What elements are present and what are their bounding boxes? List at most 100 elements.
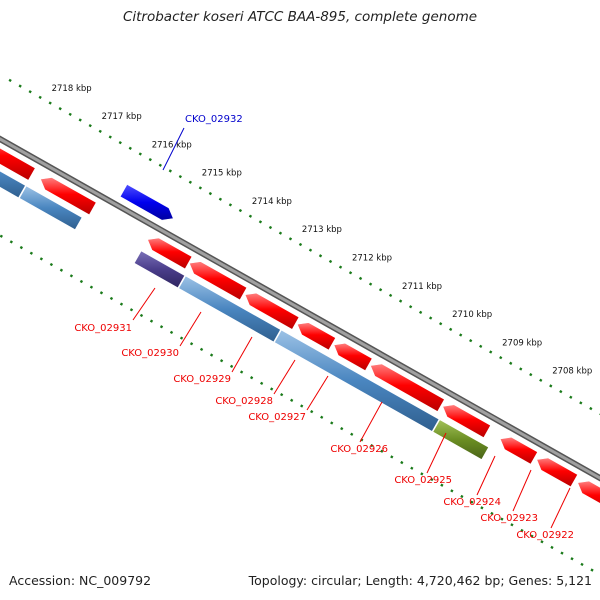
ruler-minor-tick	[128, 146, 132, 150]
cds-blue-feature	[178, 275, 281, 343]
ruler-minor-tick	[178, 174, 182, 179]
ruler-minor-tick	[469, 339, 473, 343]
ruler-minor-tick	[539, 378, 543, 382]
ruler-tick-label: 2711 kbp	[402, 282, 442, 292]
inner-ruler-minor-tick	[179, 336, 184, 340]
inner-ruler-minor-tick	[570, 557, 574, 561]
inner-ruler-minor-tick	[310, 410, 314, 414]
ruler-minor-tick	[138, 152, 142, 156]
ruler-minor-tick	[198, 186, 203, 190]
cds-red-feature	[188, 261, 248, 301]
ruler-tick-label: 2708 kbp	[552, 367, 592, 377]
inner-ruler-minor-tick	[410, 466, 414, 470]
inner-ruler-minor-tick	[59, 268, 64, 272]
ruler-tick-label: 2717 kbp	[102, 112, 142, 122]
gene-label: CKO_02930	[121, 348, 179, 359]
inner-ruler-minor-tick	[109, 296, 114, 301]
accession-label: Accession: NC_009792	[9, 573, 152, 588]
inner-ruler-minor-tick	[99, 291, 104, 295]
ruler-minor-tick	[529, 372, 533, 377]
ruler-minor-tick	[38, 95, 42, 100]
ruler-minor-tick	[338, 265, 343, 269]
cds-red-feature	[147, 237, 193, 270]
cds-red-feature	[370, 363, 445, 412]
cds-red-feature	[333, 342, 373, 372]
inner-ruler-minor-tick	[169, 330, 174, 335]
gene-label: CKO_02923	[480, 513, 538, 524]
ruler-minor-tick	[398, 299, 403, 303]
inner-ruler-minor-tick	[270, 387, 274, 391]
cds-red-feature	[0, 147, 36, 181]
gene-label: CKO_02929	[173, 374, 231, 385]
ruler-minor-tick	[388, 293, 393, 298]
cds-red-feature	[499, 436, 538, 465]
inner-ruler-minor-tick	[239, 370, 244, 374]
gene-label-leader	[426, 432, 447, 474]
gene-label-leader	[512, 469, 532, 512]
ruler-minor-tick	[489, 350, 493, 354]
ruler-minor-tick	[88, 124, 92, 128]
inner-ruler-minor-tick	[580, 562, 584, 567]
inner-ruler-minor-tick	[450, 489, 454, 493]
cds-blue-feature	[18, 185, 83, 231]
inner-ruler-minor-tick	[510, 523, 514, 527]
inner-ruler-minor-tick	[470, 500, 474, 504]
ruler-minor-tick	[18, 84, 22, 88]
inner-ruler-minor-tick	[260, 381, 264, 385]
inner-ruler-minor-tick	[300, 404, 304, 408]
inner-ruler-minor-tick	[280, 393, 284, 397]
ruler-minor-tick	[238, 208, 243, 213]
ruler-minor-tick	[569, 395, 573, 399]
cds-olive-feature	[432, 419, 489, 460]
inner-ruler-minor-tick	[500, 517, 504, 521]
gene-label: CKO_02926	[330, 444, 388, 455]
ruler-minor-tick	[348, 271, 353, 275]
gene-label-leader	[476, 455, 496, 496]
inner-ruler-minor-tick	[9, 240, 13, 244]
ruler-minor-tick	[208, 191, 213, 196]
inner-ruler-minor-tick	[550, 545, 554, 550]
ruler-tick-label: 2712 kbp	[352, 254, 392, 264]
inner-ruler-minor-tick	[159, 325, 164, 329]
ruler-minor-tick	[308, 248, 313, 252]
ruler-minor-tick	[168, 169, 172, 173]
ruler-tick-label: 2710 kbp	[452, 310, 492, 320]
gene-label: CKO_02922	[516, 530, 574, 541]
inner-ruler-minor-tick	[350, 432, 354, 436]
inner-ruler-minor-tick	[129, 308, 134, 312]
inner-ruler-minor-tick	[199, 347, 204, 352]
gene-label: CKO_02925	[394, 475, 452, 486]
inner-ruler-minor-tick	[290, 398, 294, 402]
inner-ruler-minor-tick	[189, 342, 194, 346]
inner-ruler-minor-tick	[19, 245, 23, 250]
ruler-minor-tick	[148, 157, 152, 162]
ruler-minor-tick	[28, 90, 32, 94]
gene-label-leader	[162, 127, 185, 171]
inner-ruler-minor-tick	[89, 285, 94, 289]
cds-red-feature	[442, 404, 491, 439]
ruler-minor-tick	[48, 101, 52, 105]
ruler-minor-tick	[378, 288, 383, 292]
genome-stats-label: Topology: circular; Length: 4,720,462 bp…	[248, 573, 592, 588]
ruler-tick-label: 2713 kbp	[302, 225, 342, 235]
ruler-minor-tick	[278, 231, 283, 235]
inner-ruler-minor-tick	[0, 234, 3, 238]
ruler-minor-tick	[98, 129, 102, 133]
gene-label-leader	[231, 336, 253, 373]
ruler-minor-tick	[408, 305, 413, 309]
ruler-minor-tick	[559, 389, 563, 394]
ruler-minor-tick	[479, 344, 483, 348]
ruler-minor-tick	[258, 220, 263, 224]
ruler-minor-tick	[449, 327, 453, 331]
cds-blue-feature	[0, 170, 26, 199]
inner-ruler-minor-tick	[370, 443, 374, 448]
inner-ruler-minor-tick	[460, 494, 464, 499]
cds-red-feature	[244, 292, 300, 330]
gene-label-leader	[306, 375, 329, 411]
inner-ruler-minor-tick	[380, 449, 384, 453]
ruler-minor-tick	[368, 282, 373, 286]
ruler-tick-label: 2718 kbp	[52, 84, 92, 94]
inner-ruler-minor-tick	[229, 364, 234, 369]
ruler-minor-tick	[418, 310, 423, 315]
